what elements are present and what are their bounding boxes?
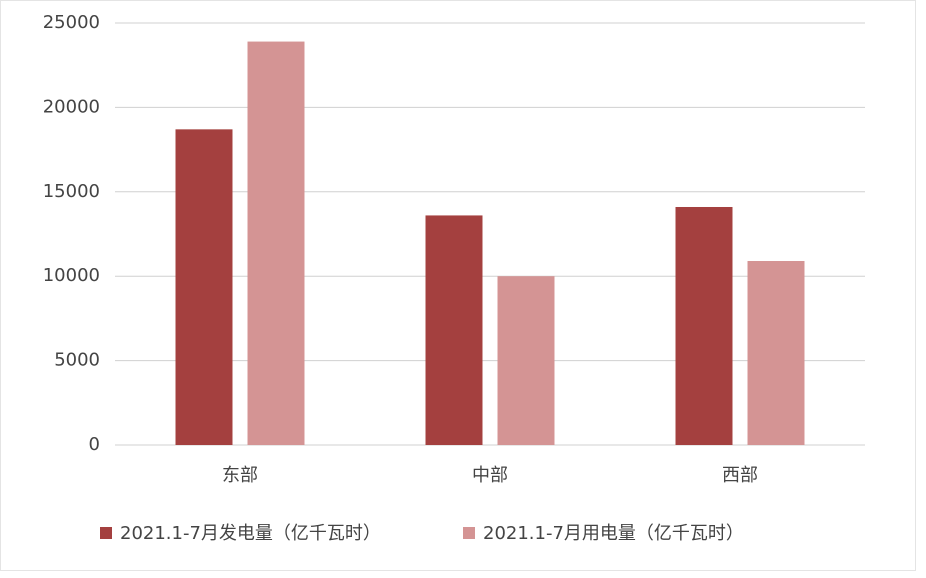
x-tick-label: 中部: [472, 465, 508, 486]
x-tick-label: 西部: [722, 465, 758, 486]
bar: [175, 129, 233, 445]
legend-swatch: [100, 527, 112, 539]
bar: [425, 215, 483, 445]
bar: [675, 206, 733, 445]
y-tick-label: 5000: [54, 350, 100, 371]
bar: [247, 41, 305, 446]
y-tick-label: 10000: [43, 265, 100, 286]
y-tick-label: 0: [89, 434, 100, 455]
chart-frame: [0, 0, 916, 571]
bar: [497, 276, 555, 445]
legend-label: 2021.1-7月用电量（亿千瓦时）: [483, 523, 744, 544]
legend-label: 2021.1-7月发电量（亿千瓦时）: [120, 523, 381, 544]
legend-swatch: [463, 527, 475, 539]
bar: [747, 261, 805, 445]
y-tick-label: 25000: [43, 12, 100, 33]
y-tick-label: 15000: [43, 181, 100, 202]
x-tick-label: 东部: [222, 465, 258, 486]
y-tick-label: 20000: [43, 96, 100, 117]
